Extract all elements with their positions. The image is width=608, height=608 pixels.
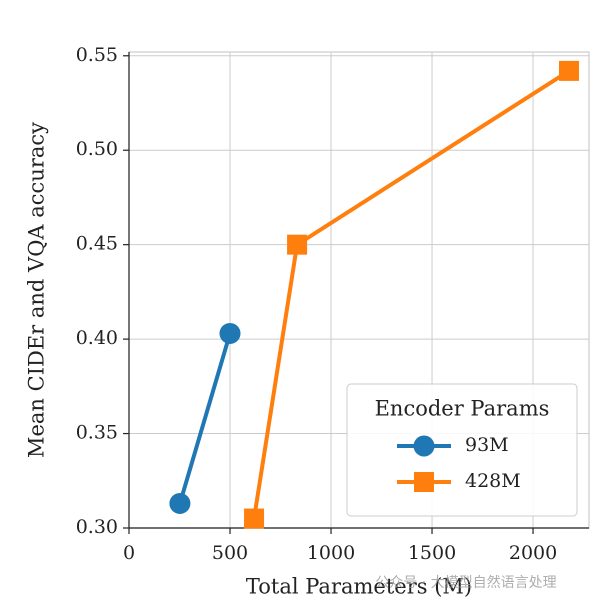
y-tick-label: 0.50 [76, 138, 118, 160]
legend: Encoder Params 93M 428M [346, 383, 578, 517]
series-line [177, 332, 232, 505]
series [169, 60, 579, 529]
legend-title: Encoder Params [375, 397, 550, 421]
marker [287, 234, 308, 255]
x-tick-label: 500 [212, 542, 248, 564]
y-tick-label: 0.40 [76, 327, 118, 349]
marker [413, 435, 435, 457]
x-tick-label: 0 [123, 542, 135, 564]
y-tick-label: 0.35 [76, 422, 118, 444]
x-tick-label: 2000 [509, 542, 557, 564]
marker [169, 492, 191, 514]
grid [128, 52, 589, 529]
y-tick-label: 0.30 [76, 516, 118, 538]
marker [559, 60, 579, 81]
marker [219, 322, 241, 344]
legend-label: 428M [465, 470, 521, 492]
marker [414, 472, 434, 492]
y-tick-label: 0.45 [76, 233, 118, 255]
y-axis-label: Mean CIDEr and VQA accuracy [25, 122, 49, 458]
x-axis-label: Total Parameters (M) [246, 575, 472, 599]
y-tick-label: 0.55 [76, 44, 118, 66]
x-tick-label: 1000 [307, 542, 355, 564]
legend-label: 93M [465, 434, 509, 456]
x-tick-label: 1500 [408, 542, 456, 564]
marker [244, 508, 265, 529]
watermark: 公众号 · 大模型自然语言处理 [375, 574, 556, 591]
